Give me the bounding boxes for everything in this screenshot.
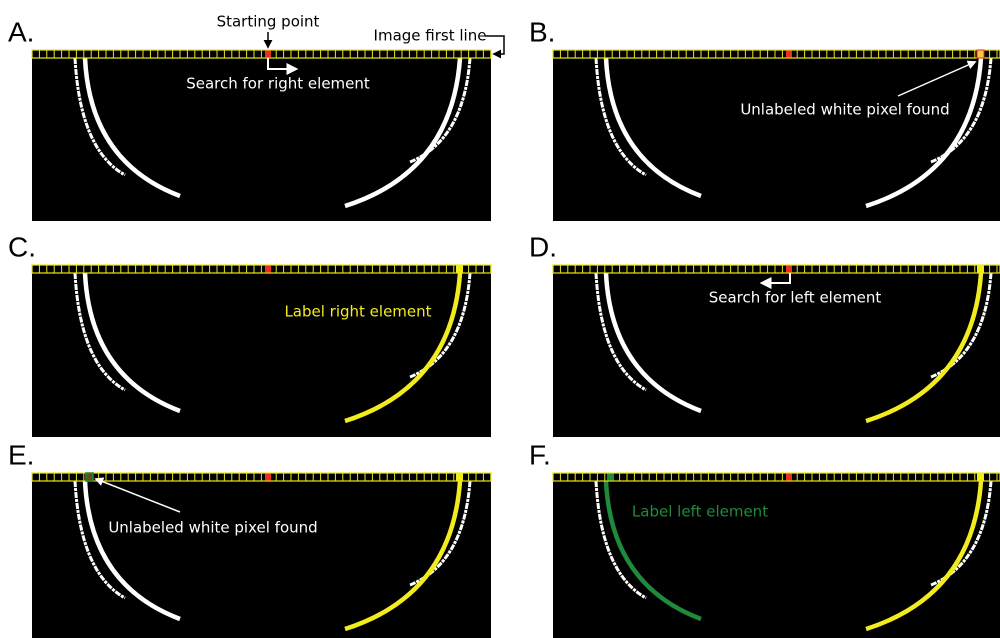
panel (32, 473, 491, 638)
starting-pixel (265, 474, 271, 481)
annotation: Unlabeled white pixel found (108, 519, 317, 537)
panel-image (32, 473, 491, 638)
labeled-pixel (456, 474, 463, 481)
annotation: Starting point (217, 13, 320, 31)
annotation: Label left element (632, 503, 768, 521)
figure: A. B. C. D. E. F. Starting point Image first li… (0, 0, 1000, 638)
panel-image (32, 265, 491, 437)
labeled-pixel (607, 474, 614, 481)
found-pixel (977, 50, 984, 58)
panel-image (553, 50, 1000, 221)
labeled-pixel (977, 266, 984, 273)
panel-letter: F. (529, 439, 551, 470)
panel-letter: B. (529, 16, 555, 47)
panel-letter: E. (8, 439, 34, 470)
starting-pixel (265, 266, 271, 273)
panel (553, 50, 1000, 221)
labeled-pixel (456, 266, 463, 273)
labeled-pixel (977, 474, 984, 481)
panel (553, 473, 1000, 638)
annotation: Label right element (284, 303, 431, 321)
panel-image (553, 473, 1000, 638)
panel-letter: D. (529, 231, 557, 262)
annotation: Unlabeled white pixel found (740, 101, 949, 119)
starting-pixel (265, 51, 271, 58)
panel (32, 265, 491, 437)
panel-letter: C. (8, 231, 36, 262)
found-pixel (86, 473, 93, 481)
annotation: Search for right element (186, 75, 370, 93)
starting-pixel (786, 474, 792, 481)
annotation: Search for left element (709, 289, 882, 307)
panel-letter: A. (8, 16, 34, 47)
starting-pixel (786, 266, 792, 273)
starting-pixel (786, 51, 792, 58)
annotation: Image first line (374, 27, 487, 45)
